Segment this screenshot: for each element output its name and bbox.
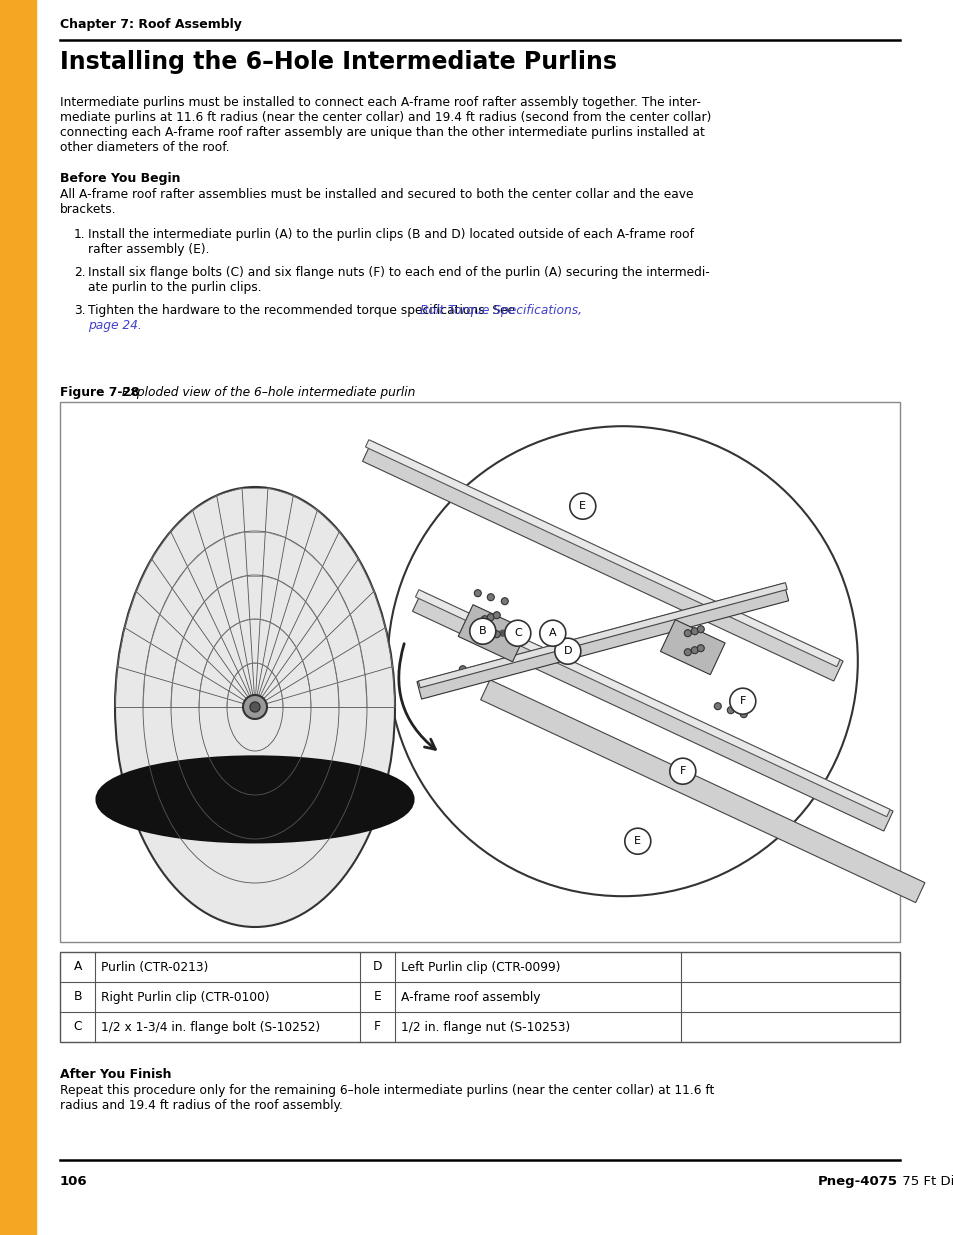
Text: A-frame roof assembly: A-frame roof assembly [401,990,540,1004]
Text: Intermediate purlins must be installed to connect each A-frame roof rafter assem: Intermediate purlins must be installed t… [60,96,700,109]
Circle shape [669,758,695,784]
FancyArrowPatch shape [398,643,435,750]
Text: E: E [374,990,381,1004]
Ellipse shape [115,487,395,927]
Circle shape [691,647,698,653]
Circle shape [481,635,488,642]
Text: Tighten the hardware to the recommended torque specifications. See: Tighten the hardware to the recommended … [88,304,518,317]
Circle shape [740,710,746,718]
Text: 106: 106 [60,1174,88,1188]
Text: F: F [739,697,745,706]
Circle shape [683,648,691,656]
Circle shape [487,594,494,600]
Text: C: C [514,629,521,638]
Text: ate purlin to the purlin clips.: ate purlin to the purlin clips. [88,282,261,294]
Circle shape [714,703,720,710]
Text: B: B [73,990,82,1004]
Circle shape [487,632,494,640]
Text: F: F [679,766,685,777]
Ellipse shape [101,761,409,837]
Circle shape [471,669,477,677]
Circle shape [493,611,499,619]
Text: Install the intermediate purlin (A) to the purlin clips (B and D) located outsid: Install the intermediate purlin (A) to t… [88,228,693,241]
Circle shape [697,626,703,632]
Text: E: E [634,836,640,846]
Circle shape [555,638,580,664]
Text: Installing the 6–Hole Intermediate Purlins: Installing the 6–Hole Intermediate Purli… [60,49,617,74]
Text: 2.: 2. [74,266,86,279]
Text: Bolt Torque Specifications,: Bolt Torque Specifications, [419,304,581,317]
Bar [60,403,899,942]
Text: Figure 7-28: Figure 7-28 [60,387,139,399]
Circle shape [250,701,260,713]
Circle shape [243,695,267,719]
Text: 1/2 x 1-3/4 in. flange bolt (S-10252): 1/2 x 1-3/4 in. flange bolt (S-10252) [101,1020,320,1034]
Text: radius and 19.4 ft radius of the roof assembly.: radius and 19.4 ft radius of the roof as… [60,1099,342,1112]
Circle shape [493,631,499,637]
Polygon shape [457,605,527,662]
Polygon shape [362,441,842,680]
Text: All A-frame roof rafter assemblies must be installed and secured to both the cen: All A-frame roof rafter assemblies must … [60,188,693,201]
Circle shape [474,589,481,597]
Text: E: E [578,501,586,511]
Polygon shape [418,583,786,688]
Circle shape [729,688,755,714]
Text: C: C [73,1020,82,1034]
Circle shape [691,627,698,635]
Text: Chapter 7: Roof Assembly: Chapter 7: Roof Assembly [60,19,242,31]
Text: Exploded view of the 6–hole intermediate purlin: Exploded view of the 6–hole intermediate… [118,387,415,399]
Bar [60,952,899,1042]
Text: Left Purlin clip (CTR-0099): Left Purlin clip (CTR-0099) [401,961,560,973]
Circle shape [726,706,734,714]
Polygon shape [416,583,788,699]
Circle shape [683,630,691,637]
Circle shape [487,614,494,621]
Text: 3.: 3. [74,304,86,317]
Polygon shape [365,440,840,667]
Text: Right Purlin clip (CTR-0100): Right Purlin clip (CTR-0100) [101,990,270,1004]
Circle shape [500,598,508,605]
Text: other diameters of the roof.: other diameters of the roof. [60,141,230,154]
Text: D: D [373,961,382,973]
Text: B: B [478,626,486,636]
Circle shape [499,630,505,636]
Polygon shape [480,679,924,903]
Text: Pneg-4075: Pneg-4075 [817,1174,897,1188]
Circle shape [469,619,496,645]
Text: 75 Ft Diameter 40-Series Bin: 75 Ft Diameter 40-Series Bin [897,1174,953,1188]
Text: 1.: 1. [74,228,86,241]
Circle shape [484,674,491,680]
Text: A: A [548,629,556,638]
Circle shape [479,630,485,636]
Text: page 24.: page 24. [88,319,142,332]
Bar [0,0,36,1235]
Polygon shape [416,589,889,816]
Text: Repeat this procedure only for the remaining 6–hole intermediate purlins (near t: Repeat this procedure only for the remai… [60,1084,714,1097]
Text: brackets.: brackets. [60,203,116,216]
Text: Before You Begin: Before You Begin [60,172,180,185]
Circle shape [458,666,466,673]
Text: rafter assembly (E).: rafter assembly (E). [88,243,210,256]
Circle shape [569,493,596,519]
Circle shape [504,620,530,646]
Text: A: A [73,961,82,973]
Circle shape [697,645,703,652]
Text: connecting each A-frame roof rafter assembly are unique than the other intermedi: connecting each A-frame roof rafter asse… [60,126,704,140]
Polygon shape [412,592,892,831]
Circle shape [387,426,857,897]
Circle shape [481,616,488,622]
Text: Purlin (CTR-0213): Purlin (CTR-0213) [101,961,209,973]
Text: F: F [374,1020,380,1034]
Text: mediate purlins at 11.6 ft radius (near the center collar) and 19.4 ft radius (s: mediate purlins at 11.6 ft radius (near … [60,111,711,124]
Polygon shape [659,620,724,674]
Circle shape [624,829,650,855]
Text: After You Finish: After You Finish [60,1068,172,1081]
Text: Install six flange bolts (C) and six flange nuts (F) to each end of the purlin (: Install six flange bolts (C) and six fla… [88,266,709,279]
Text: 1/2 in. flange nut (S-10253): 1/2 in. flange nut (S-10253) [401,1020,570,1034]
Circle shape [539,620,565,646]
Text: D: D [563,646,572,656]
